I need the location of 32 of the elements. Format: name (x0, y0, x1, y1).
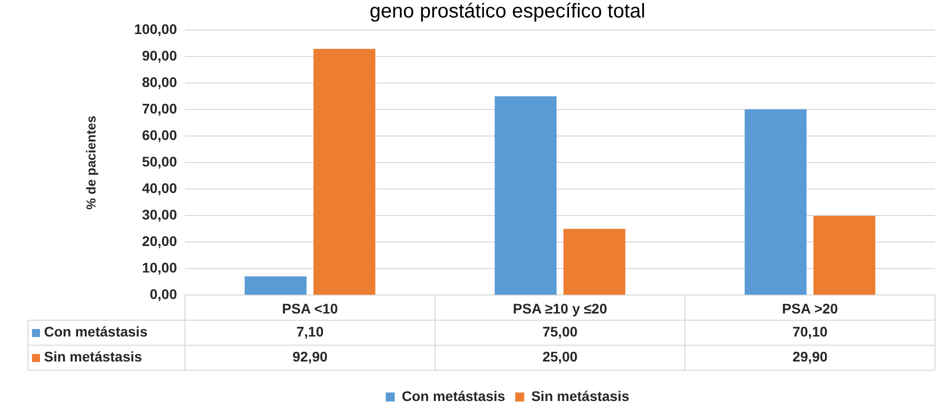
legend-label: Con metástasis (402, 388, 506, 404)
x-tick-label: PSA ≥10 y ≤20 (512, 300, 608, 316)
y-tick-label: 10,00 (142, 260, 178, 276)
y-tick-label: 20,00 (142, 233, 178, 250)
data-label: 25,00 (542, 348, 578, 365)
text: Sin metástasis (44, 348, 142, 365)
legend-label: Sin metástasis (531, 388, 630, 404)
y-tick-label: 40,00 (142, 180, 178, 196)
y-tick-label: 30,00 (142, 206, 178, 222)
bar (813, 216, 876, 295)
y-tick-label: 80,00 (142, 74, 178, 90)
data-label: 75,00 (542, 324, 578, 340)
chart-title: geno prostático específico total (370, 0, 646, 23)
y-tick-label: 100,00 (134, 20, 178, 37)
y-tick-label: 0,00 (150, 286, 178, 302)
data-label: 92,90 (292, 348, 328, 365)
y-tick-label: 90,00 (142, 47, 178, 64)
y-tick-label: 60,00 (142, 126, 178, 143)
data-label: 7,10 (296, 324, 324, 340)
y-tick-label: 50,00 (142, 153, 178, 170)
x-tick-label: PSA <10 (282, 300, 338, 316)
data-label: 29,90 (792, 348, 828, 365)
y-axis-title: % de pacientes (83, 116, 98, 210)
bar (744, 109, 807, 295)
data-label: 70,10 (792, 324, 828, 340)
text: Con metástasis (44, 324, 148, 340)
x-tick-label: PSA >20 (782, 300, 838, 316)
bar (244, 276, 307, 295)
bar (313, 48, 376, 295)
bar (494, 96, 557, 295)
bar (563, 228, 626, 295)
y-tick-label: 70,00 (142, 100, 178, 116)
